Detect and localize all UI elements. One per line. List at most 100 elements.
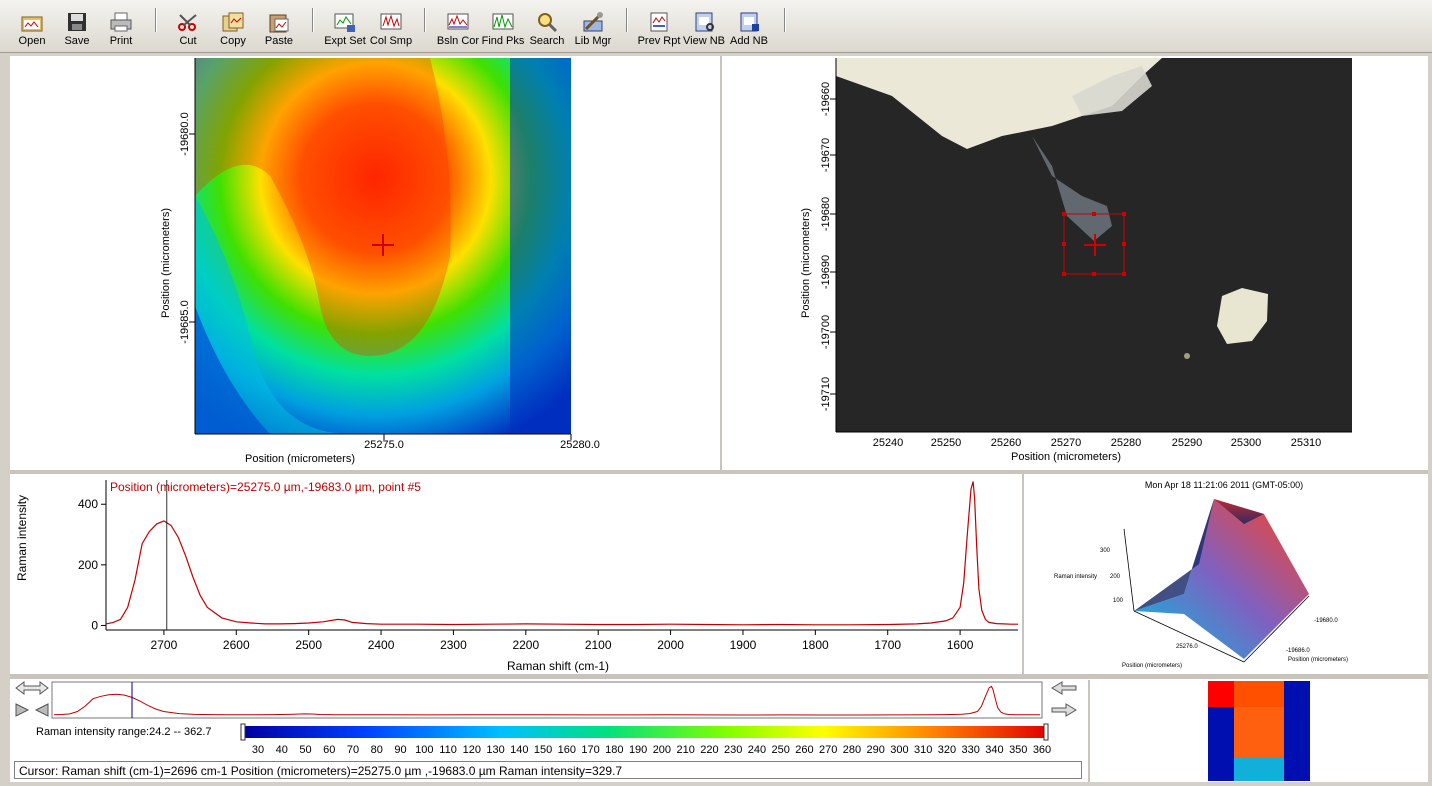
- color-scale-tick: 210: [676, 744, 694, 756]
- paste-button[interactable]: Paste: [262, 2, 296, 50]
- bsln-cor-button[interactable]: Bsln Cor: [436, 2, 480, 50]
- map-ytick-2: -19685.0: [179, 300, 191, 343]
- spectrum-xtick-label: 2300: [440, 638, 467, 652]
- map-ylabel: Position (micrometers): [160, 208, 172, 318]
- surface-ztick: 300: [1100, 548, 1111, 554]
- col-smp-button[interactable]: Col Smp: [370, 2, 412, 50]
- spectrum-xtick-label: 2600: [223, 638, 250, 652]
- surface-ylabel: Position (micrometers): [1288, 657, 1348, 663]
- color-scale-tick: 160: [558, 744, 576, 756]
- surface-ztick: 100: [1113, 598, 1124, 604]
- expt-set-button[interactable]: Expt Set: [322, 2, 368, 50]
- find-peaks-icon: [492, 13, 514, 30]
- spectrum-ytick-label: 200: [78, 558, 98, 572]
- library-manager-icon: [583, 12, 603, 32]
- cut-button[interactable]: Cut: [172, 2, 204, 50]
- color-scale-tick: 230: [724, 744, 742, 756]
- spectrum-panel[interactable]: Position (micrometers)=25275.0 µm,-19683…: [10, 474, 1022, 674]
- toolbar: Open Save Print Cut Copy Paste Expt Set …: [0, 0, 1432, 53]
- find-pks-button[interactable]: Find Pks: [480, 2, 526, 50]
- spectrum-xtick-label: 1700: [874, 638, 901, 652]
- overview-plot[interactable]: [51, 681, 1043, 719]
- add-notebook-icon: [740, 12, 759, 32]
- range-min-handle[interactable]: [240, 723, 246, 741]
- horizontal-splitter-2[interactable]: [10, 674, 1428, 679]
- color-scale-tick: 100: [415, 744, 433, 756]
- color-scale-tick: 360: [1033, 744, 1051, 756]
- color-scale-tick: 350: [1009, 744, 1027, 756]
- color-scale-tick: 300: [890, 744, 908, 756]
- spectrum-xtick-label: 1600: [947, 638, 974, 652]
- color-scale-tick: 150: [534, 744, 552, 756]
- color-scale-tick: 340: [985, 744, 1003, 756]
- copy-button[interactable]: Copy: [216, 2, 250, 50]
- experiment-settings-icon: [334, 13, 355, 32]
- toolbar-separator: [784, 8, 786, 32]
- scissors-icon: [178, 14, 197, 31]
- color-scale-tick: 120: [463, 744, 481, 756]
- folder-open-icon: [21, 16, 43, 32]
- image-cursor-crosshair: [1084, 234, 1106, 256]
- surface-3d-panel[interactable]: Mon Apr 18 11:21:06 2011 (GMT-05:00) 300…: [1024, 474, 1428, 674]
- spectrum-xtick-label: 2500: [295, 638, 322, 652]
- color-scale-tick: 330: [962, 744, 980, 756]
- save-button[interactable]: Save: [60, 2, 94, 50]
- surface-zlabel: Raman intensity: [1054, 574, 1097, 580]
- view-nb-button[interactable]: View NB: [682, 2, 726, 50]
- color-scale-tick: 320: [938, 744, 956, 756]
- surface-xlabel: Position (micrometers): [1122, 663, 1182, 669]
- color-scale-tick: 140: [510, 744, 528, 756]
- add-nb-button[interactable]: Add NB: [728, 2, 770, 50]
- scroll-right-arrow-icon[interactable]: [1051, 703, 1077, 717]
- spectrum-xtick-label: 1900: [730, 638, 757, 652]
- color-scale-ticks: 30 40 50 60 70 80 90 100 110 120 130 140 150 160 170 18…: [252, 744, 1051, 756]
- image-xtick: 25260: [991, 437, 1022, 449]
- open-button[interactable]: Open: [14, 2, 50, 50]
- range-max-handle[interactable]: [1043, 723, 1049, 741]
- baseline-correct-icon: [447, 13, 469, 30]
- color-scale-tick: 50: [299, 744, 311, 756]
- preview-report-icon: [650, 12, 668, 32]
- lib-mgr-button[interactable]: Lib Mgr: [574, 2, 612, 50]
- spectrum-ytick-label: 400: [78, 497, 98, 511]
- surface-ytick: -19680.0: [1314, 618, 1338, 624]
- vertical-splitter[interactable]: [720, 56, 722, 470]
- surface-mesh[interactable]: [1134, 499, 1309, 659]
- expand-arrows-icon[interactable]: [15, 681, 49, 695]
- sample-particle: [1217, 288, 1268, 344]
- color-scale-tick: 90: [394, 744, 406, 756]
- status-bar: Cursor: Raman shift (cm-1)=2696 cm-1 Pos…: [14, 761, 1082, 779]
- spectrum-line[interactable]: [105, 481, 1018, 626]
- spectrum-xtick-label: 2000: [657, 638, 684, 652]
- color-scale-tick: 260: [795, 744, 813, 756]
- spectrum-overview-panel[interactable]: [12, 680, 1088, 720]
- color-scale-tick: 60: [323, 744, 335, 756]
- vertical-splitter-3[interactable]: [1088, 680, 1090, 782]
- print-button[interactable]: Print: [104, 2, 138, 50]
- map-xtick-1: 25275.0: [364, 439, 404, 451]
- toolbar-separator: [155, 8, 157, 32]
- cursor-crosshair: [372, 234, 394, 256]
- surface-ztick: 200: [1110, 574, 1121, 580]
- spectrum-axes: 2700 2600 2500 2400 2300 2200 2100 2000 1900 1800…: [78, 480, 1018, 652]
- image-ylabel: Position (micrometers): [800, 208, 812, 318]
- vertical-splitter-2[interactable]: [1022, 474, 1024, 674]
- video-image-panel[interactable]: -19660 -19670 -19680 -19690 -19700 -1971…: [722, 56, 1428, 470]
- color-scale-tick: 170: [581, 744, 599, 756]
- image-ytick: -19670: [820, 138, 832, 172]
- intensity-map-panel[interactable]: -19680.0 -19685.0 Position (micrometers)…: [10, 56, 720, 470]
- prev-rpt-button[interactable]: Prev Rpt: [636, 2, 682, 50]
- color-scale-tick: 280: [843, 744, 861, 756]
- spectrum-xtick-label: 2200: [512, 638, 539, 652]
- shrink-arrows-icon[interactable]: [15, 703, 49, 717]
- intensity-range-label: Raman intensity range:24.2 -- 362.7: [36, 726, 212, 738]
- color-scale[interactable]: 30 40 50 60 70 80 90 100 110 120 130 140 150 160 170 18…: [236, 722, 1056, 760]
- horizontal-splitter[interactable]: [10, 470, 1428, 474]
- spectrum-xtick-label: 2100: [585, 638, 612, 652]
- color-scale-tick: 130: [486, 744, 504, 756]
- search-button[interactable]: Search: [528, 2, 566, 50]
- spectrum-plot-area[interactable]: [105, 480, 1018, 630]
- scroll-left-arrow-icon[interactable]: [1051, 681, 1077, 695]
- color-scale-tick: 250: [771, 744, 789, 756]
- mini-map[interactable]: [1208, 681, 1310, 781]
